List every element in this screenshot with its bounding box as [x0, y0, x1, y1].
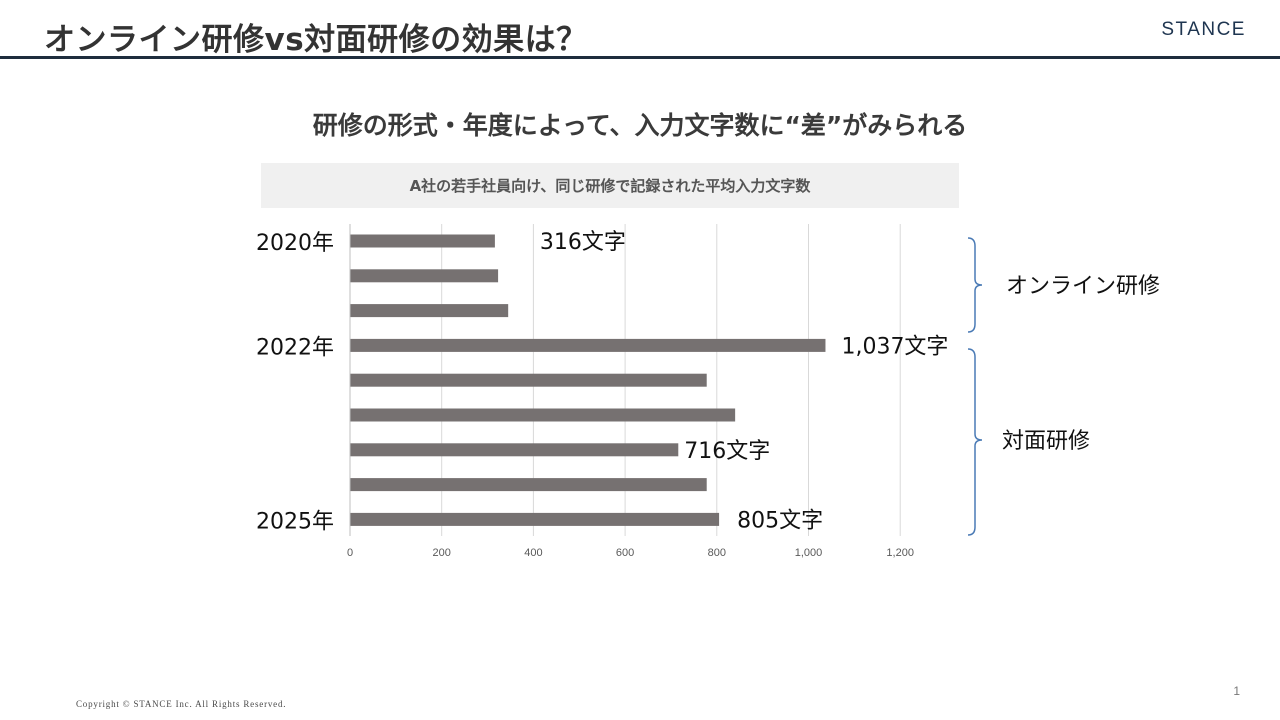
group-label: 対面研修: [1002, 429, 1090, 454]
data-label: 1,037文字: [841, 334, 948, 359]
bar: [350, 304, 509, 318]
group-bracket: [967, 237, 983, 333]
stance-logo: STANCE: [1161, 19, 1246, 40]
data-label: 716文字: [684, 439, 770, 464]
title-divider: [0, 56, 1280, 59]
chart-caption-box: A社の若手社員向け、同じ研修で記録された平均入力文字数: [261, 163, 959, 208]
x-tick-label: 0: [347, 547, 353, 559]
bar: [350, 234, 495, 248]
chart-headline: 研修の形式・年度によって、入力文字数に“差”がみられる: [312, 111, 968, 140]
x-tick-label: 800: [708, 547, 726, 559]
bar: [350, 373, 707, 387]
bar: [350, 338, 826, 352]
x-tick-label: 200: [433, 547, 451, 559]
bar: [350, 269, 499, 283]
category-label: 2020年: [256, 231, 334, 256]
bar: [350, 408, 736, 422]
x-tick-label: 600: [616, 547, 634, 559]
category-label: 2025年: [256, 509, 334, 534]
copyright-footer: Copyright © STANCE Inc. All Rights Reser…: [76, 699, 287, 709]
page-number: 1: [1233, 684, 1240, 698]
slide-title: オンライン研修vs対面研修の効果は？: [44, 22, 588, 58]
group-label: オンライン研修: [1006, 274, 1160, 299]
x-tick-label: 1,200: [886, 547, 914, 559]
group-bracket: [967, 348, 983, 536]
bar: [350, 443, 679, 457]
x-tick-label: 400: [524, 547, 542, 559]
chart-caption: A社の若手社員向け、同じ研修で記録された平均入力文字数: [409, 177, 811, 195]
bar: [350, 512, 720, 526]
x-tick-label: 1,000: [795, 547, 823, 559]
data-label: 316文字: [540, 230, 626, 255]
bar: [350, 478, 707, 492]
data-label: 805文字: [737, 508, 823, 533]
category-label: 2022年: [256, 335, 334, 360]
